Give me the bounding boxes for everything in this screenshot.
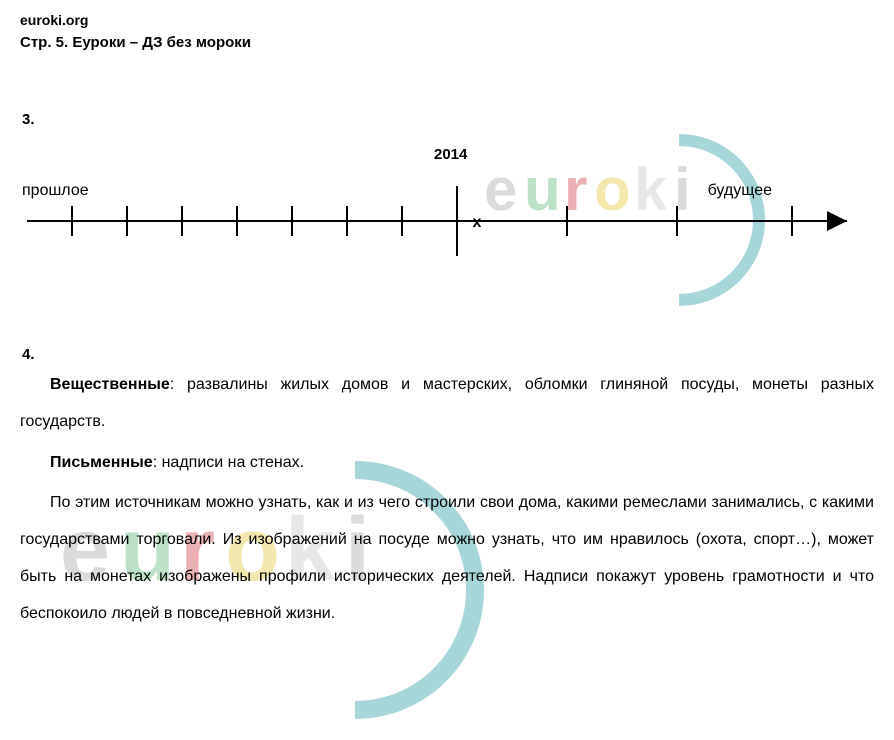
page-content: euroki.org Стр. 5. Еуроки – ДЗ без морок…: [0, 0, 894, 645]
p2-bold: Письменные: [50, 454, 153, 471]
site-url: euroki.org: [20, 12, 874, 28]
svg-text:x: x: [473, 214, 482, 231]
section-3-number: 3.: [22, 111, 874, 128]
timeline-year-label: 2014: [434, 146, 467, 163]
page-title: Стр. 5. Еуроки – ДЗ без мороки: [20, 34, 874, 51]
section-4-paragraph-3: По этим источникам можно узнать, как и и…: [20, 485, 874, 632]
timeline-svg: x: [22, 166, 862, 286]
section-4-number: 4.: [22, 346, 874, 363]
section-4-paragraph-2: Письменные: надписи на стенах.: [20, 445, 874, 482]
p1-bold: Вещественные: [50, 376, 170, 393]
p2-rest: : надписи на стенах.: [153, 454, 304, 471]
timeline-diagram: 2014 прошлое будущее x: [22, 146, 852, 286]
section-4-paragraph-1: Вещественные: развалины жилых домов и ма…: [20, 367, 874, 441]
